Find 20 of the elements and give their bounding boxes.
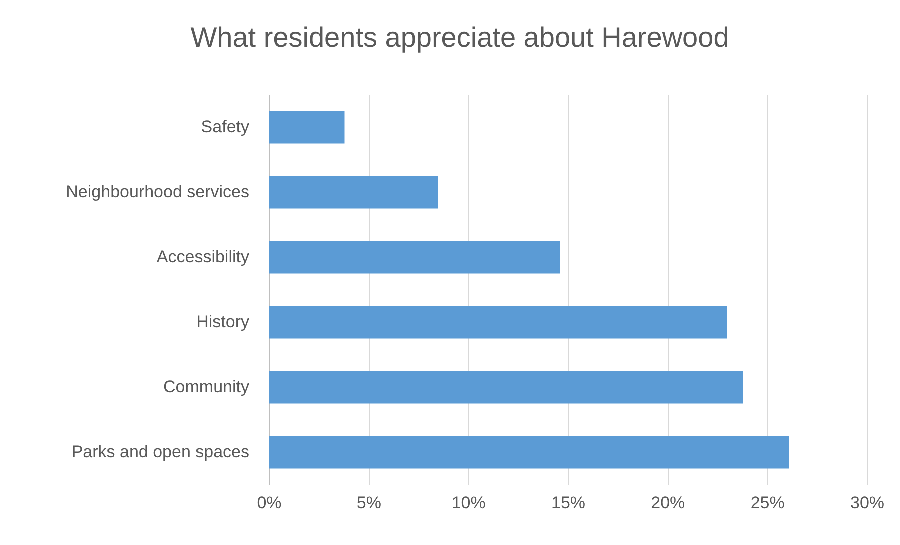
bar [269,306,728,339]
x-tick-label: 15% [551,494,586,512]
y-tick-label: Accessibility [156,248,250,266]
x-tick-label: 25% [750,494,785,512]
y-tick-label: Parks and open spaces [72,442,250,462]
y-tick-label: History [196,312,250,332]
bar [269,176,438,209]
x-tick-label: 5% [356,494,382,512]
y-tick-label: Safety [201,118,250,136]
y-tick-label: Neighbourhood services [66,182,250,202]
x-tick-label: 20% [651,494,686,512]
bar [269,436,790,469]
bar [269,111,345,144]
y-tick-label: Community [164,378,250,396]
x-tick-label: 0% [257,494,282,512]
bar [269,371,744,404]
bar [269,241,560,274]
x-tick-label: 30% [850,494,885,512]
x-tick-label: 10% [452,494,486,512]
chart-title: What residents appreciate about Harewood [190,22,730,53]
